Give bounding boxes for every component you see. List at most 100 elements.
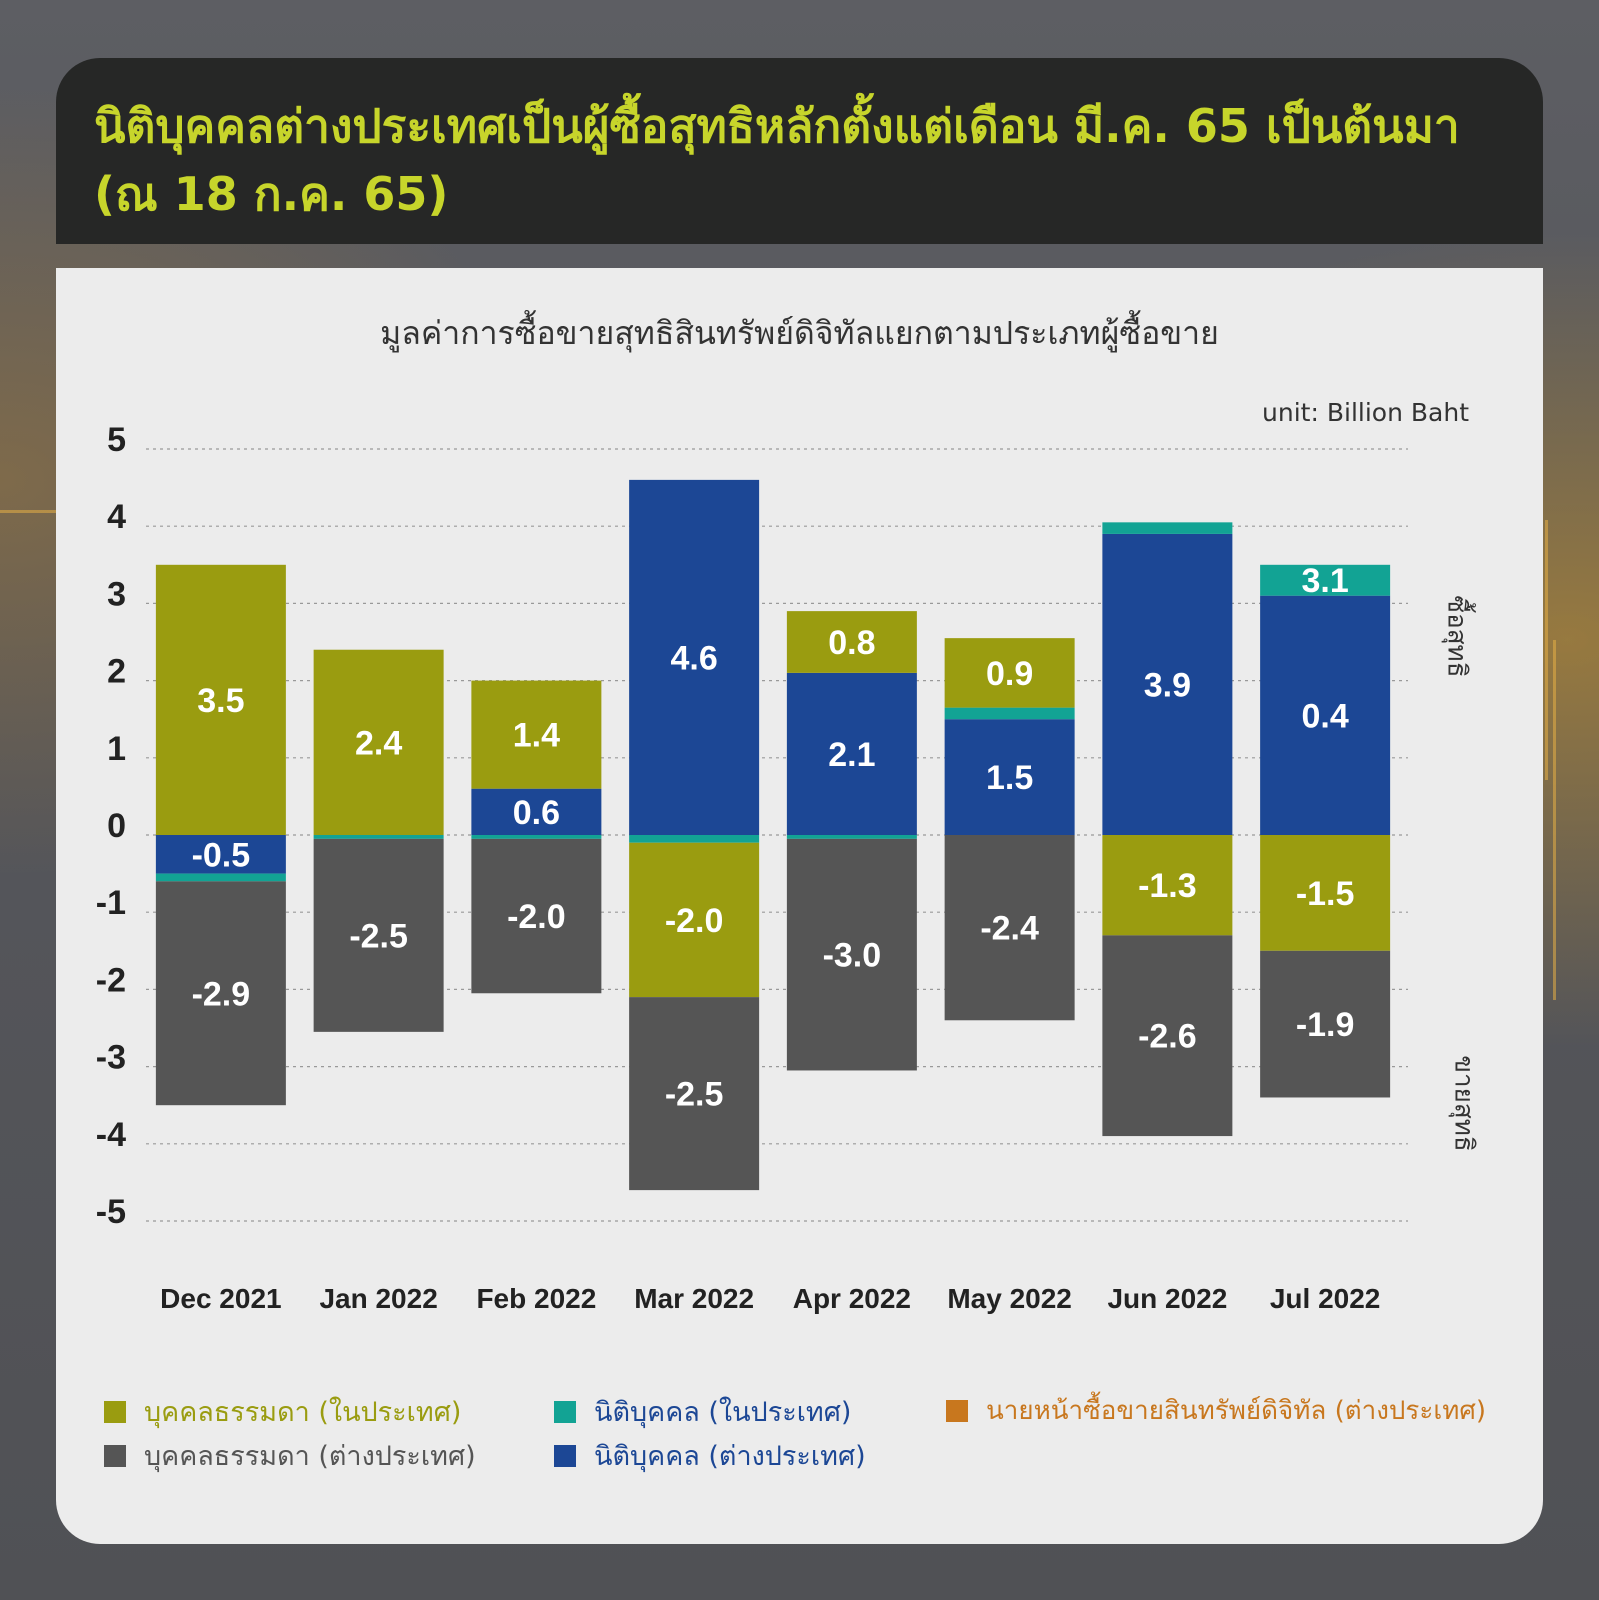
data-label: 1.4 xyxy=(513,717,560,755)
page-title: นิติบุคคลต่างประเทศเป็นผู้ซื้อสุทธิหลักต… xyxy=(94,99,1460,221)
bar-segment xyxy=(1260,950,1391,1098)
bar-segment xyxy=(313,838,444,1032)
x-tick-label: Mar 2022 xyxy=(634,1283,754,1314)
net-sell-label: ขายสุทธิ xyxy=(1448,1055,1479,1152)
data-label: 0.4 xyxy=(1301,697,1348,735)
legend-swatch xyxy=(104,1444,126,1467)
bar-segment xyxy=(944,719,1075,835)
background-circuit-line xyxy=(1553,640,1556,1000)
data-label: 3.5 xyxy=(197,682,244,720)
data-label: -2.9 xyxy=(192,975,251,1013)
stacked-bar-chart: 5 4 3 2 1 0 -1 -2 -3 -4 -5 Dec 2021 Jan 2022 Feb 202… xyxy=(96,421,1408,1314)
y-tick-label: 5 xyxy=(107,421,126,459)
y-tick-label: -5 xyxy=(96,1193,126,1231)
legend-item: บุคคลธรรมดา (ในประเทศ) xyxy=(104,1390,461,1433)
x-tick-label: Jan 2022 xyxy=(319,1283,437,1314)
bar-segment xyxy=(944,638,1075,708)
bar-segment xyxy=(629,479,760,835)
legend-item: บุคคลธรรมดา (ต่างประเทศ) xyxy=(104,1434,476,1477)
bar-segment xyxy=(629,835,760,843)
chart-title: มูลค่าการซื้อขายสุทธิสินทรัพย์ดิจิทัลแยก… xyxy=(380,314,1219,352)
data-label: -0.5 xyxy=(192,836,251,874)
x-tick-label: Jul 2022 xyxy=(1270,1283,1381,1314)
legend-label: บุคคลธรรมดา (ในประเทศ) xyxy=(144,1397,462,1428)
bar-segment xyxy=(471,835,602,839)
legend-swatch xyxy=(104,1400,126,1423)
data-label: -3.0 xyxy=(823,937,882,975)
legend-label: นายหน้าซื้อขายสินทรัพย์ดิจิทัล (ต่างประเ… xyxy=(986,1396,1486,1426)
bar-segment xyxy=(471,680,602,789)
bar-segment xyxy=(471,788,602,835)
bar-segment xyxy=(313,649,444,835)
legend-swatch xyxy=(554,1400,576,1423)
bar-segment xyxy=(471,838,602,994)
header-banner: นิติบุคคลต่างประเทศเป็นผู้ซื้อสุทธิหลักต… xyxy=(56,58,1543,244)
x-tick-label: Feb 2022 xyxy=(476,1283,596,1314)
data-label: -2.6 xyxy=(1138,1018,1197,1056)
bar-segment xyxy=(629,997,760,1191)
data-label: 4.6 xyxy=(670,639,717,677)
data-label: -1.5 xyxy=(1296,875,1355,913)
bar-segment xyxy=(1102,522,1233,534)
y-tick-label: 3 xyxy=(107,575,126,613)
data-label: 1.5 xyxy=(986,759,1033,797)
data-label: 3.9 xyxy=(1144,666,1191,704)
legend-label: นิติบุคคล (ในประเทศ) xyxy=(594,1397,852,1428)
y-tick-label: -4 xyxy=(96,1116,126,1154)
data-label: -2.0 xyxy=(665,902,724,940)
y-tick-label: 2 xyxy=(107,653,126,691)
data-label: -1.3 xyxy=(1138,867,1197,905)
y-tick-label: -1 xyxy=(96,884,126,922)
legend-item: นิติบุคคล (ต่างประเทศ) xyxy=(554,1434,866,1477)
data-label: -2.0 xyxy=(507,898,566,936)
bar-segment xyxy=(155,873,286,882)
bar-segment xyxy=(1260,595,1391,835)
legend-swatch xyxy=(946,1399,968,1422)
y-tick-label: 4 xyxy=(107,498,126,536)
legend-label: บุคคลธรรมดา (ต่างประเทศ) xyxy=(144,1441,476,1472)
bar-segment xyxy=(1102,935,1233,1137)
y-tick-label: 0 xyxy=(107,807,126,845)
bar-segment xyxy=(786,838,917,1071)
data-label: -2.4 xyxy=(980,910,1039,948)
bar-segment xyxy=(313,835,444,839)
y-tick-label: -2 xyxy=(96,961,126,999)
legend-swatch xyxy=(554,1444,576,1467)
bar-segment xyxy=(1102,835,1233,936)
unit-label: unit: Billion Baht xyxy=(1262,398,1469,427)
y-tick-label: -3 xyxy=(96,1039,126,1077)
bar-segment xyxy=(155,835,286,874)
data-label: -2.5 xyxy=(349,917,408,955)
bar-segment xyxy=(786,611,917,673)
y-tick-label: 1 xyxy=(107,730,126,768)
bar-segment xyxy=(155,564,286,835)
data-label: -2.5 xyxy=(665,1076,724,1114)
legend-item: นิติบุคคล (ในประเทศ) xyxy=(554,1390,851,1433)
x-tick-label: Dec 2021 xyxy=(160,1283,281,1314)
data-label: 3.1 xyxy=(1301,562,1348,600)
data-label: -1.9 xyxy=(1296,1006,1355,1044)
bar-segment xyxy=(786,672,917,835)
bar-segment xyxy=(1260,835,1391,951)
background-circuit-line xyxy=(1545,520,1548,780)
background-circuit-line xyxy=(0,510,56,513)
data-label: 0.6 xyxy=(513,794,560,832)
x-tick-label: May 2022 xyxy=(947,1283,1072,1314)
bar-segment xyxy=(944,835,1075,1021)
bar-segment xyxy=(155,881,286,1106)
bar-segment xyxy=(1102,533,1233,835)
data-label: 2.1 xyxy=(828,736,875,774)
legend-label: นิติบุคคล (ต่างประเทศ) xyxy=(594,1441,866,1472)
x-tick-label: Jun 2022 xyxy=(1107,1283,1227,1314)
data-label: 0.8 xyxy=(828,624,875,662)
data-label: 2.4 xyxy=(355,724,402,762)
data-label: 0.9 xyxy=(986,655,1033,693)
legend-item: นายหน้าซื้อขายสินทรัพย์ดิจิทัล (ต่างประเ… xyxy=(946,1390,1486,1431)
net-buy-label: ซื้อสุทธิ xyxy=(1441,595,1472,678)
bar-segment xyxy=(944,707,1075,720)
x-tick-label: Apr 2022 xyxy=(793,1283,911,1314)
bar-segment xyxy=(786,835,917,839)
chart-panel: มูลค่าการซื้อขายสุทธิสินทรัพย์ดิจิทัลแยก… xyxy=(56,268,1543,1544)
bar-segment xyxy=(1260,564,1391,596)
bar-segment xyxy=(629,842,760,998)
